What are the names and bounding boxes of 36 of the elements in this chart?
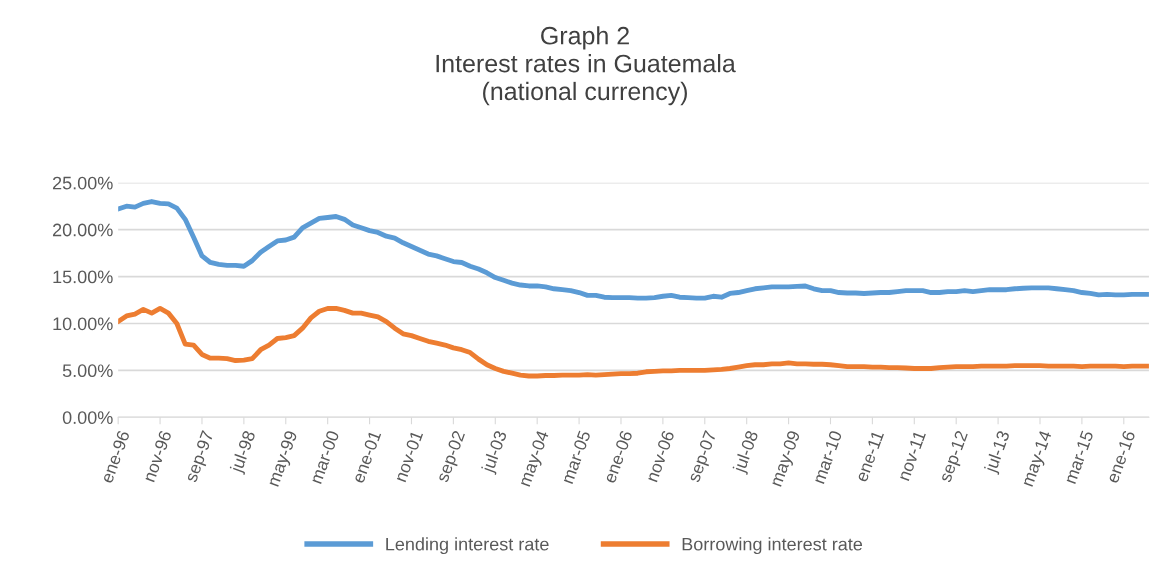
y-tick-label: 15.00% (53, 270, 113, 284)
x-tick-label: ene-01 (351, 430, 382, 484)
x-tick-label: mar-15 (1064, 430, 1094, 485)
x-tick-label: sep-07 (687, 430, 720, 485)
x-tick-label: mar-00 (309, 429, 340, 485)
x-tick-label: jul-98 (229, 429, 259, 475)
y-tick-label: 0.00% (62, 411, 113, 425)
x-tick-label: may-14 (1021, 429, 1056, 488)
x-tick-label: may-04 (518, 429, 553, 488)
y-tick-label: 25.00% (52, 176, 113, 190)
x-tick-label: sep-97 (184, 430, 217, 485)
line-series (118, 199, 1149, 301)
x-tick-label: nov-11 (897, 430, 926, 482)
x-tick-label: may-09 (769, 430, 804, 488)
chart-title: Graph 2 Interest rates in Guatemala (national currency) (436, 26, 736, 106)
y-tick-label: 20.00% (52, 223, 113, 237)
x-tick-label: ene-11 (855, 430, 885, 483)
x-tick-label: sep-02 (435, 430, 469, 485)
x-tick-label: jul-08 (732, 429, 762, 475)
x-tick-label: ene-96 (100, 429, 130, 484)
y-tick-label: 5.00% (62, 364, 113, 378)
x-tick-label: ene-06 (603, 429, 633, 484)
legend-label: Borrowing interest rate (682, 537, 863, 555)
x-tick-label: mar-05 (561, 429, 591, 485)
x-tick-label: sep-12 (938, 430, 972, 485)
y-tick-label: 10.00% (53, 317, 113, 331)
x-tick-label: jul-03 (480, 429, 511, 475)
x-tick-label: ene-16 (1106, 429, 1136, 484)
line-series (118, 306, 1149, 379)
x-tick-label: nov-96 (142, 429, 172, 483)
x-tick-label: nov-01 (394, 430, 424, 483)
x-tick-label: may-99 (266, 430, 301, 488)
x-tick-label: mar-10 (812, 429, 843, 485)
x-tick-label: nov-06 (645, 429, 675, 483)
legend-label: Lending interest rate (386, 537, 549, 555)
x-tick-label: jul-13 (983, 429, 1014, 475)
